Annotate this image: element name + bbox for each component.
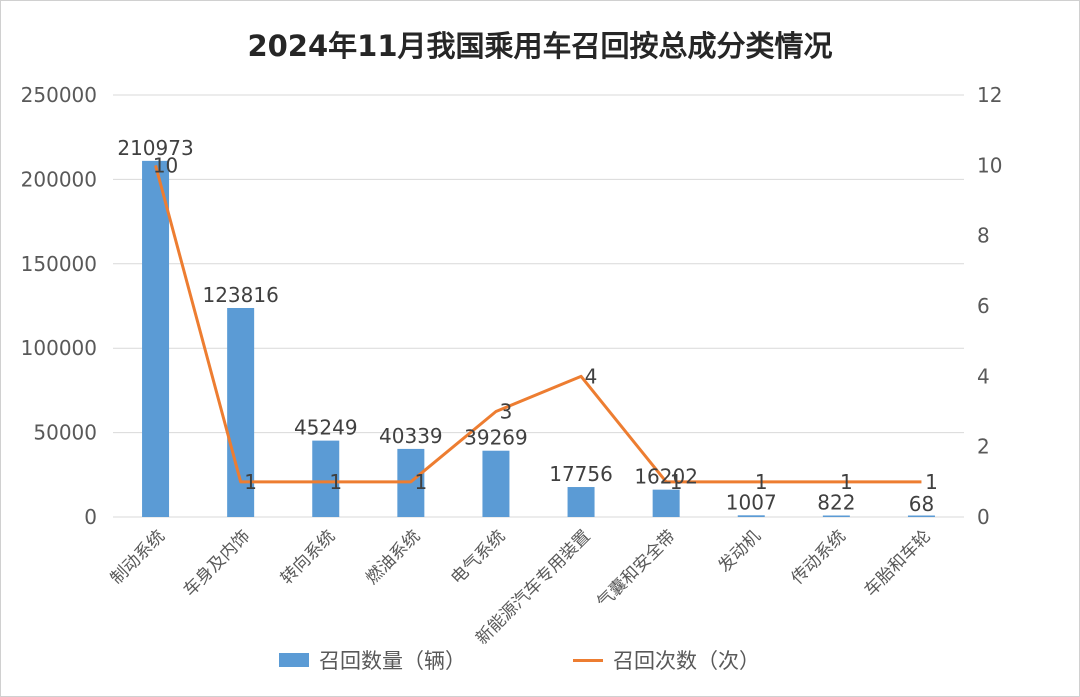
- line-data-label: 1: [925, 470, 938, 494]
- bar: [822, 515, 850, 517]
- bar-data-label: 16202: [634, 465, 698, 489]
- bar-data-label: 45249: [294, 416, 358, 440]
- y-left-tick-label: 50000: [33, 421, 97, 445]
- legend-bar-label: 召回数量（辆）: [319, 649, 466, 673]
- bar-data-label: 1007: [726, 490, 777, 514]
- line-data-label: 1: [755, 470, 768, 494]
- x-tick-label: 车胎和车轮: [861, 526, 935, 600]
- line-data-label: 1: [329, 470, 342, 494]
- bar-data-label: 39269: [464, 426, 528, 450]
- x-tick-label: 制动系统: [107, 526, 169, 588]
- line-data-label: 1: [840, 470, 853, 494]
- line-data-label: 1: [244, 470, 257, 494]
- y-right-tick-label: 10: [977, 153, 1002, 177]
- bar: [142, 160, 170, 518]
- line-data-label: 1: [670, 470, 683, 494]
- line-data-label: 1: [414, 470, 427, 494]
- chart-title: 2024年11月我国乘用车召回按总成分类情况: [247, 29, 833, 63]
- x-tick-label: 电气系统: [447, 526, 509, 588]
- y-left-tick-label: 100000: [21, 336, 97, 360]
- bar: [737, 515, 765, 517]
- legend-item-bar: 召回数量（辆）: [279, 645, 466, 675]
- y-right-tick-label: 2: [977, 435, 990, 459]
- x-tick-label: 气囊和安全带: [593, 526, 679, 612]
- line-data-label: 3: [500, 400, 513, 424]
- line-data-label: 10: [153, 153, 178, 177]
- line-data-label: 4: [585, 364, 598, 388]
- bar: [567, 487, 595, 517]
- bar-data-label: 123816: [202, 283, 278, 307]
- y-left-tick-label: 200000: [21, 167, 97, 191]
- bar-data-label: 17756: [549, 462, 613, 486]
- legend-item-line: 召回次数（次）: [573, 645, 760, 675]
- y-left-tick-label: 150000: [21, 252, 97, 276]
- legend-bar-swatch: [279, 653, 309, 667]
- y-left-tick-label: 0: [84, 505, 97, 529]
- y-left-tick-label: 250000: [21, 83, 97, 107]
- bar-data-label: 68: [909, 492, 934, 516]
- bar-data-label: 40339: [379, 424, 443, 448]
- x-tick-label: 燃油系统: [362, 526, 424, 588]
- x-tick-label: 发动机: [715, 526, 765, 576]
- bar-data-label: 210973: [117, 136, 193, 160]
- bar: [652, 489, 680, 517]
- x-tick-label: 转向系统: [277, 526, 339, 588]
- y-right-tick-label: 4: [977, 364, 990, 388]
- y-right-tick-label: 12: [977, 83, 1002, 107]
- x-tick-label: 车身及内饰: [180, 526, 254, 600]
- legend-line-swatch: [573, 658, 603, 662]
- legend-line-label: 召回次数（次）: [613, 649, 760, 673]
- bar: [312, 440, 340, 517]
- y-right-tick-label: 0: [977, 505, 990, 529]
- bar: [907, 515, 935, 517]
- line-series: [154, 164, 922, 484]
- x-tick-label: 传动系统: [788, 526, 850, 588]
- bar-data-label: 822: [817, 491, 855, 515]
- bar: [482, 450, 510, 517]
- y-right-tick-label: 8: [977, 224, 990, 248]
- y-right-tick-label: 6: [977, 294, 990, 318]
